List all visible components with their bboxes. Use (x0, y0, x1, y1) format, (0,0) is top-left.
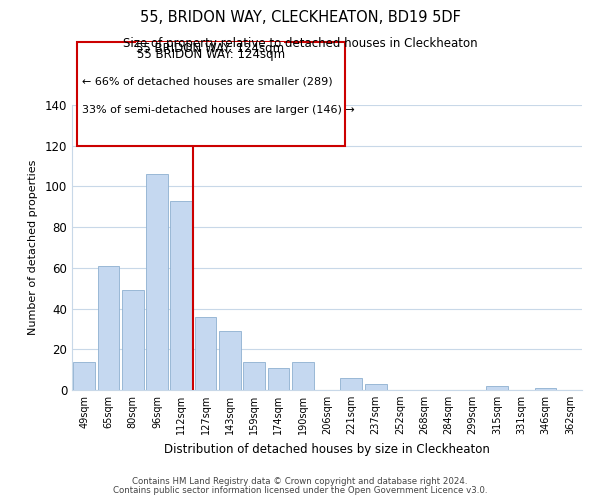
Bar (365, 384, 386, 390)
Bar (73, 362, 95, 390)
Bar (219, 331, 241, 390)
Text: Size of property relative to detached houses in Cleckheaton: Size of property relative to detached ho… (122, 38, 478, 51)
Bar (292, 362, 314, 390)
Bar (340, 378, 362, 390)
Bar (268, 368, 289, 390)
Bar (243, 362, 265, 390)
Bar (122, 290, 143, 390)
Bar (194, 316, 217, 390)
Text: 55 BRIDON WAY: 124sqm: 55 BRIDON WAY: 124sqm (137, 48, 285, 61)
Bar (97, 266, 119, 390)
Bar (146, 174, 168, 390)
Text: 33% of semi-detached houses are larger (146) →: 33% of semi-detached houses are larger (… (82, 105, 355, 115)
X-axis label: Distribution of detached houses by size in Cleckheaton: Distribution of detached houses by size … (164, 442, 490, 456)
Y-axis label: Number of detached properties: Number of detached properties (28, 160, 38, 335)
Text: 55 BRIDON WAY: 124sqm: 55 BRIDON WAY: 124sqm (136, 42, 284, 56)
Text: Contains HM Land Registry data © Crown copyright and database right 2024.: Contains HM Land Registry data © Crown c… (132, 477, 468, 486)
Bar (486, 386, 508, 390)
Bar (535, 388, 556, 390)
Text: Contains public sector information licensed under the Open Government Licence v3: Contains public sector information licen… (113, 486, 487, 495)
Text: 55, BRIDON WAY, CLECKHEATON, BD19 5DF: 55, BRIDON WAY, CLECKHEATON, BD19 5DF (140, 10, 460, 25)
Text: ← 66% of detached houses are smaller (289): ← 66% of detached houses are smaller (28… (82, 76, 333, 86)
FancyBboxPatch shape (77, 42, 345, 146)
Bar (170, 200, 192, 390)
